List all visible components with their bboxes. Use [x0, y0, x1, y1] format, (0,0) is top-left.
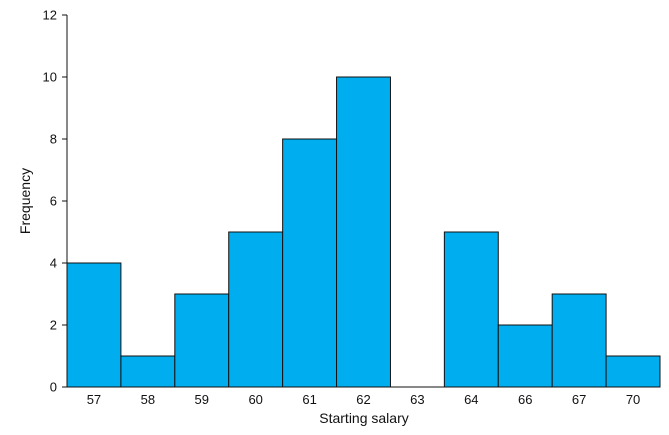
bar-59	[174, 293, 230, 388]
bars-group	[66, 76, 661, 388]
y-tick-label-12: 12	[43, 8, 57, 23]
y-tick-label-4: 4	[50, 256, 57, 271]
x-tick-label-61: 61	[302, 392, 316, 407]
x-tick-label-60: 60	[248, 392, 262, 407]
x-tick-label-57: 57	[87, 392, 101, 407]
bar-70	[605, 355, 661, 388]
bar-67	[551, 293, 607, 388]
bar-57	[66, 262, 122, 388]
x-tick-label-62: 62	[356, 392, 370, 407]
x-tick-label-70: 70	[626, 392, 640, 407]
bar-58	[120, 355, 176, 388]
y-axis: 0 2 4 6 8 10 12	[43, 8, 68, 395]
bar-64	[443, 231, 499, 388]
x-axis-title: Starting salary	[319, 410, 408, 426]
bar-62	[336, 76, 391, 388]
y-tick-label-10: 10	[43, 70, 57, 85]
x-tick-label-58: 58	[141, 392, 155, 407]
x-tick-label-64: 64	[464, 392, 478, 407]
bar-61	[282, 138, 338, 388]
x-tick-label-67: 67	[572, 392, 586, 407]
bar-66	[497, 324, 553, 388]
x-tick-label-66: 66	[518, 392, 532, 407]
y-tick-label-8: 8	[50, 132, 57, 147]
bar-60	[228, 231, 284, 388]
x-tick-label-63: 63	[410, 392, 424, 407]
y-tick-label-0: 0	[50, 380, 57, 395]
y-axis-title: Frequency	[17, 168, 33, 234]
y-tick-label-6: 6	[50, 194, 57, 209]
x-tick-label-59: 59	[195, 392, 209, 407]
x-axis: 57 58 59 60 61 62 63 64 66 67 70	[67, 386, 660, 407]
y-tick-label-2: 2	[50, 318, 57, 333]
